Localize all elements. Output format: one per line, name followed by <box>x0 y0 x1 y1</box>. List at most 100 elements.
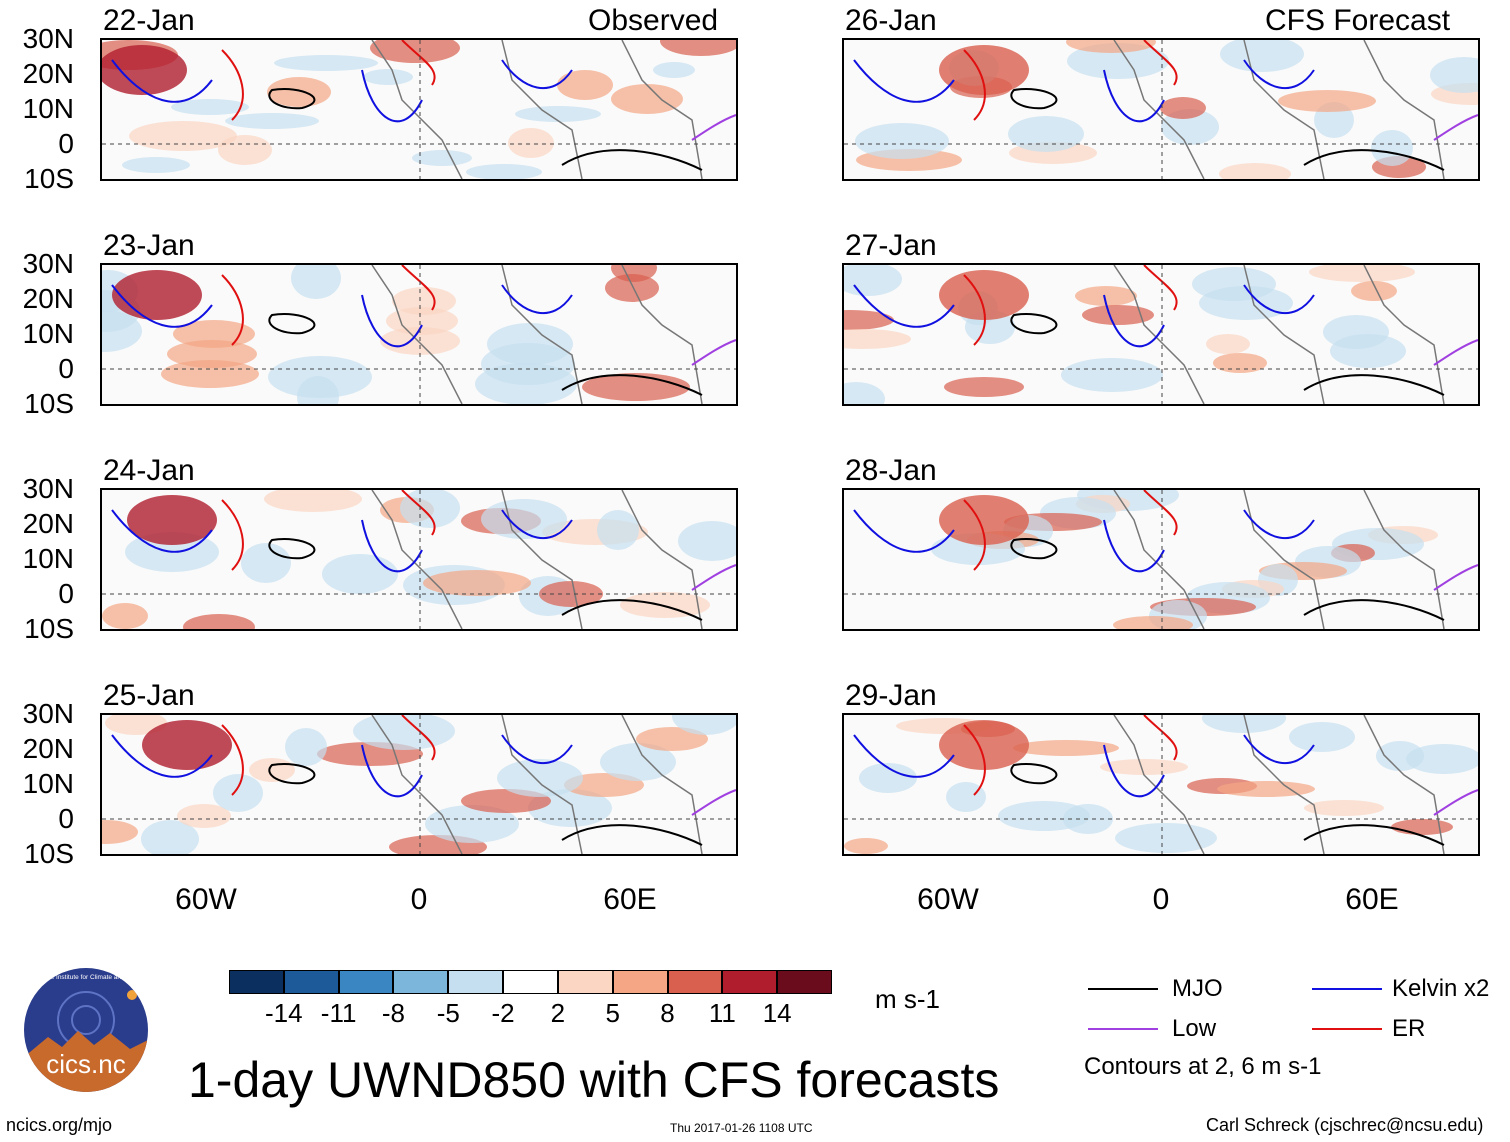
wind-anomaly-blob <box>129 121 237 151</box>
wind-anomaly-blob <box>274 55 378 71</box>
colorbar-tick-label: -2 <box>491 998 515 1028</box>
lat-label-row2-4: 10S <box>24 388 74 419</box>
wind-anomaly-blob <box>1013 740 1119 756</box>
colorbar-cell <box>612 970 668 994</box>
wind-anomaly-blob <box>1066 40 1156 53</box>
wind-anomaly-blob <box>400 490 460 528</box>
coastline <box>371 490 703 629</box>
wind-anomaly-blob <box>161 360 259 388</box>
coastline <box>371 265 703 404</box>
lon-label-60w-right: 60W <box>917 883 979 916</box>
contour-line <box>963 40 1178 121</box>
lat-label-row4-4: 10S <box>24 838 74 869</box>
map-panel-forecast-4 <box>842 713 1480 856</box>
panel-date-forecast-2: 27-Jan <box>845 229 937 262</box>
wind-anomaly-blob <box>1304 800 1384 816</box>
colorbar-cell <box>338 970 394 994</box>
wind-anomaly-blob <box>264 490 362 512</box>
contour-line <box>268 538 703 621</box>
wind-anomaly-blob <box>1289 722 1355 752</box>
logo-arc-text: Cooperative Institute for Climate and Sa… <box>19 974 153 981</box>
wind-anomaly-blob <box>225 113 319 129</box>
legend-line-kelvin <box>1312 988 1382 990</box>
wind-anomaly-blob <box>653 62 695 78</box>
coastline <box>1113 490 1445 629</box>
colorbar-unit: m s-1 <box>875 984 940 1014</box>
wind-anomaly-blob <box>660 40 736 56</box>
contour-line <box>1433 789 1478 816</box>
contour-line <box>1010 313 1445 396</box>
colorbar <box>229 970 832 994</box>
wind-anomaly-blob <box>392 287 456 315</box>
colorbar-cell <box>667 970 723 994</box>
wind-anomaly-blob <box>1278 90 1376 112</box>
map-panel-forecast-1 <box>842 38 1480 181</box>
wind-anomaly-blob <box>508 128 554 158</box>
contour-line <box>268 313 703 396</box>
wind-anomaly-blob <box>636 727 708 751</box>
contour-line <box>221 715 436 796</box>
colorbar-tick-label: -14 <box>265 998 303 1028</box>
colorbar-cell <box>557 970 613 994</box>
wind-anomaly-max <box>102 45 187 95</box>
wind-anomaly-blob <box>844 838 888 854</box>
observed-heading: Observed <box>588 4 719 37</box>
wind-anomaly-blob <box>859 763 917 793</box>
contour-line <box>963 715 1178 796</box>
wind-anomaly-blob <box>1075 286 1137 306</box>
legend-line-mjo <box>1088 988 1158 990</box>
wind-anomaly-blob <box>466 164 542 179</box>
lat-label-row3-4: 10S <box>24 613 74 644</box>
lat-label-row4-3: 0 <box>58 803 74 834</box>
colorbar-tick-label: -5 <box>436 998 460 1028</box>
wind-anomaly-blob <box>515 106 601 122</box>
wind-anomaly-blob <box>102 603 148 629</box>
lon-label-60e-left: 60E <box>603 883 657 916</box>
wind-anomaly-blob <box>1113 616 1193 629</box>
wind-anomaly-blob <box>1351 281 1397 301</box>
wind-anomaly-blob <box>1371 130 1413 166</box>
wind-anomaly-blob <box>1100 759 1188 775</box>
lat-label-row2-3: 0 <box>58 353 74 384</box>
logo-ring-inner <box>71 1005 101 1035</box>
wind-anomaly-blob <box>844 265 902 296</box>
wind-anomaly-blob <box>412 150 472 166</box>
lat-label-row4-1: 20N <box>22 733 74 764</box>
legend-label-kelvin: Kelvin x2 <box>1392 975 1490 1002</box>
wind-anomaly-blob <box>1061 358 1163 392</box>
wind-anomaly-blob <box>1391 819 1453 835</box>
coastline <box>1113 265 1445 404</box>
map-canvas <box>102 265 736 404</box>
footer-timestamp: Thu 2017-01-26 1108 UTC <box>670 1121 813 1135</box>
panel-date-forecast-3: 28-Jan <box>845 454 937 487</box>
wind-anomaly-blob <box>481 499 567 539</box>
lat-label-row2-2: 10N <box>22 318 74 349</box>
lat-label-row2-0: 30N <box>22 248 74 279</box>
cics-logo: cics.nc Cooperative Institute for Climat… <box>19 968 154 1092</box>
map-panel-forecast-2 <box>842 263 1480 406</box>
wind-anomaly-blob <box>1430 57 1478 93</box>
contour-line <box>111 509 573 573</box>
wind-anomaly-blob <box>678 521 736 561</box>
lat-label-row3-3: 0 <box>58 578 74 609</box>
contour-line <box>111 284 573 348</box>
wind-anomaly-blob <box>102 820 138 844</box>
legend-label-low: Low <box>1172 1015 1217 1042</box>
map-canvas <box>102 715 736 854</box>
wind-anomaly-blob <box>672 715 736 735</box>
wind-anomaly-blob <box>1406 744 1478 774</box>
map-canvas <box>844 715 1478 854</box>
wind-anomaly-blob <box>1202 715 1286 733</box>
colorbar-tick-label: 2 <box>550 998 566 1028</box>
wind-anomaly-max <box>939 720 1029 770</box>
wind-anomaly-blob <box>855 123 949 159</box>
contour-line <box>691 564 736 591</box>
wind-anomaly-max <box>112 270 202 320</box>
wind-anomaly-blob <box>171 99 249 115</box>
wind-anomaly-blob <box>322 554 398 594</box>
contour-line <box>111 734 573 798</box>
panel-date-observed-4: 25-Jan <box>103 679 195 712</box>
footer-left-url[interactable]: ncics.org/mjo <box>6 1115 113 1135</box>
coastline <box>1113 40 1445 179</box>
contour-note: Contours at 2, 6 m s-1 <box>1084 1053 1322 1080</box>
